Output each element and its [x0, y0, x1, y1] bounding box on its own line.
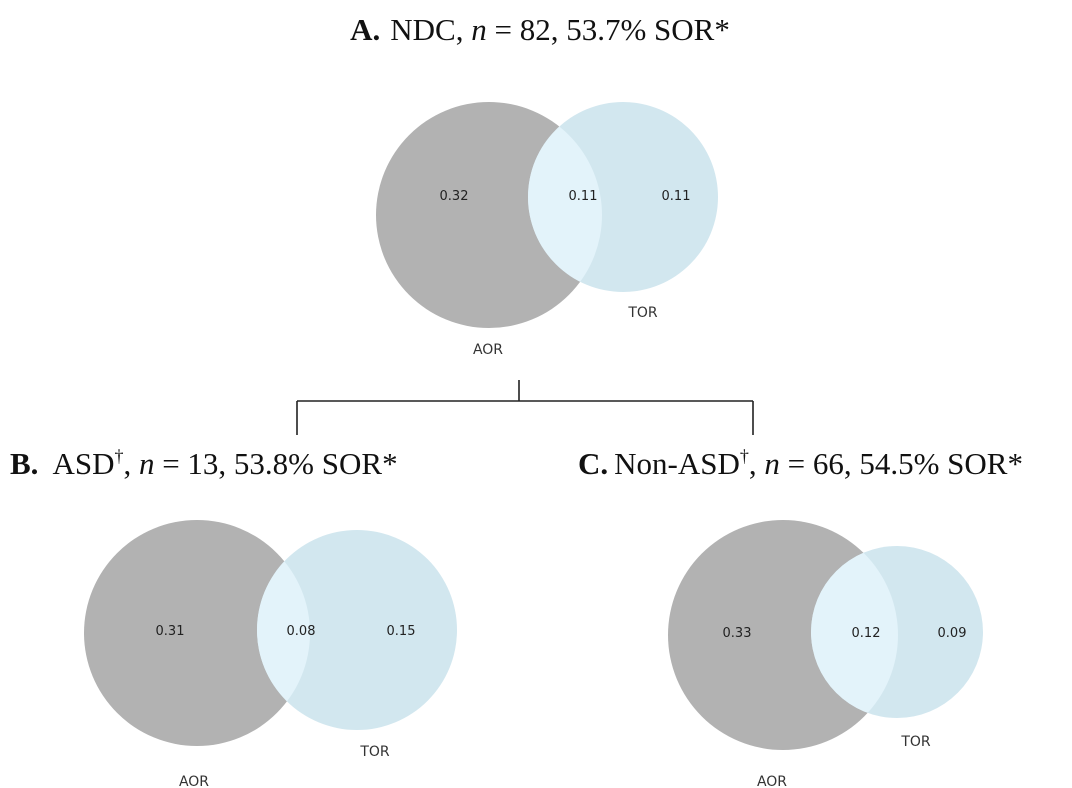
panel-a-title: A. NDC, n = 82, 53.7% SOR* [350, 12, 730, 47]
panel-c-title: C. Non-ASD†, n = 66, 54.5% SOR* [578, 446, 1023, 481]
panel-b-aor-circle [84, 520, 310, 746]
panel-a-n-symbol: n [471, 12, 487, 47]
panel-b-comma: , [123, 446, 139, 481]
panel-b-n-symbol: n [139, 446, 155, 481]
panel-a-overlap-region [528, 102, 602, 292]
panel-c-letter: C. [578, 446, 608, 481]
panel-b-group: ASD [52, 446, 114, 481]
panel-c-overlap-region [811, 546, 898, 718]
panel-b-title: B. ASD†, n = 13, 53.8% SOR* [10, 446, 398, 481]
panel-b-aor-only-value: 0.31 [156, 624, 185, 639]
panel-b-n-text: = 13, 53.8% SOR* [154, 446, 397, 481]
panel-a-tor-label: TOR [627, 305, 658, 321]
panel-c-overlap-value: 0.12 [852, 626, 881, 641]
panel-b-overlap-value: 0.08 [287, 624, 316, 639]
tree-bracket [296, 380, 754, 435]
panel-a-overlap-value: 0.11 [569, 189, 598, 204]
panel-c-group: Non-ASD [614, 446, 740, 481]
panel-c-aor-only-value: 0.33 [723, 626, 752, 641]
panel-a: A. NDC, n = 82, 53.7% SOR* 0.32 0.11 0.11… [350, 12, 730, 358]
panel-a-aor-label: AOR [473, 342, 503, 358]
panel-a-tor-only-value: 0.11 [662, 189, 691, 204]
panel-a-aor-only-value: 0.32 [440, 189, 469, 204]
panel-a-group: NDC [390, 12, 455, 47]
panel-c: C. Non-ASD†, n = 66, 54.5% SOR* 0.33 0.12… [578, 446, 1023, 788]
panel-c-comma: , [749, 446, 765, 481]
panel-a-letter: A. [350, 12, 380, 47]
panel-b-tor-only-value: 0.15 [387, 624, 416, 639]
panel-b-tor-circle [257, 530, 457, 730]
panel-c-tor-only-value: 0.09 [938, 626, 967, 641]
panel-a-comma: , [456, 12, 472, 47]
panel-b-aor-label: AOR [179, 774, 209, 788]
panel-a-n-text: = 82, 53.7% SOR* [487, 12, 730, 47]
panel-b-tor-label: TOR [359, 744, 390, 760]
panel-c-n-symbol: n [764, 446, 780, 481]
panel-c-dagger: † [740, 446, 749, 466]
panel-c-n-text: = 66, 54.5% SOR* [780, 446, 1023, 481]
panel-b-letter: B. [10, 446, 38, 481]
panel-b: B. ASD†, n = 13, 53.8% SOR* 0.31 0.08 0.1… [10, 446, 457, 788]
panel-c-aor-label: AOR [757, 774, 787, 788]
panel-b-dagger: † [114, 446, 123, 466]
panel-c-tor-label: TOR [900, 734, 931, 750]
